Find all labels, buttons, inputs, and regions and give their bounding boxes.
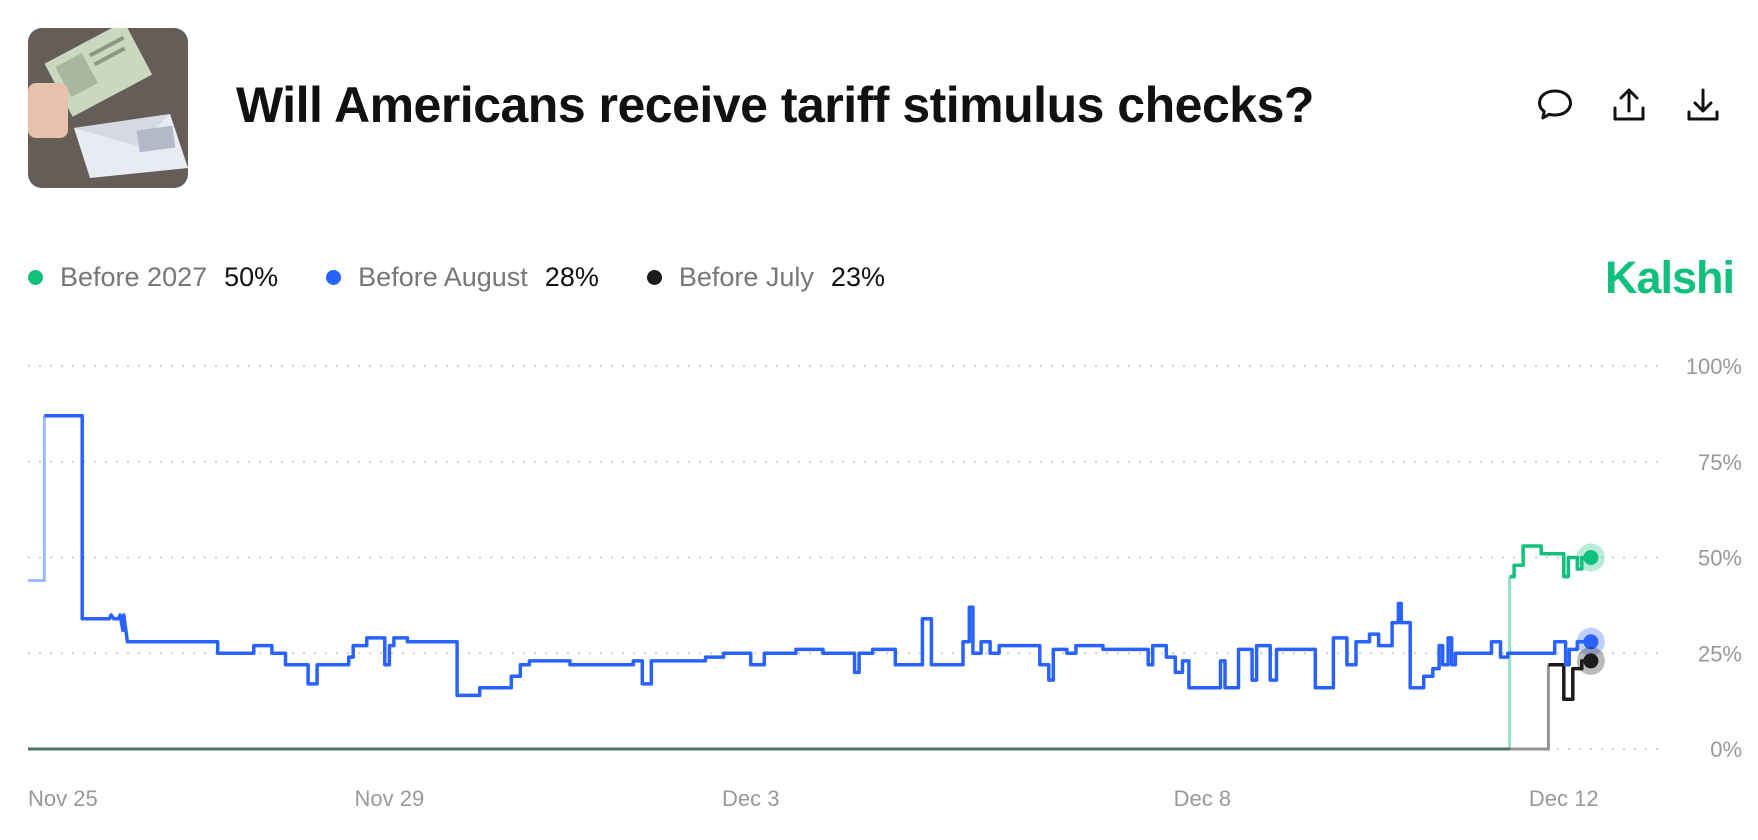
chart-legend: Before 2027 50% Before August 28% Before… (28, 262, 933, 293)
legend-dot (326, 270, 342, 285)
legend-dot (28, 270, 43, 285)
legend-value: 50% (224, 262, 279, 292)
comment-button[interactable] (1536, 86, 1574, 124)
x-tick-label: Dec 8 (1174, 786, 1231, 811)
download-icon (1687, 88, 1719, 121)
header-actions (1536, 86, 1722, 124)
download-button[interactable] (1684, 86, 1722, 124)
legend-item-before-2027[interactable]: Before 2027 50% (28, 262, 278, 293)
stimulus-check-envelope-photo-icon (28, 28, 188, 188)
series-line-before-july-lead (28, 664, 1550, 751)
legend-name: Before 2027 (60, 262, 208, 292)
legend-name: Before July (678, 262, 814, 292)
x-tick-label: Nov 29 (354, 786, 424, 811)
series-end-point-before-july[interactable] (1583, 653, 1599, 669)
y-tick-label: 25% (1698, 641, 1742, 666)
y-tick-label: 0% (1710, 737, 1742, 762)
legend-value: 28% (544, 262, 599, 292)
x-axis-ticks: Nov 25 Nov 29 Dec 3 Dec 8 Dec 12 (28, 786, 1599, 811)
x-tick-label: Dec 12 (1529, 786, 1599, 811)
page-title: Will Americans receive tariff stimulus c… (236, 77, 1314, 133)
y-tick-label: 50% (1698, 546, 1742, 571)
legend-item-before-july[interactable]: Before July 23% (646, 262, 885, 293)
kalshi-logo: Kalshi (1604, 252, 1735, 303)
legend-value: 23% (830, 262, 885, 292)
legend-name: Before August (358, 262, 528, 292)
chart-grid (28, 365, 1665, 750)
share-button[interactable] (1610, 86, 1648, 124)
x-tick-label: Nov 25 (28, 786, 98, 811)
x-tick-label: Dec 3 (722, 786, 779, 811)
y-axis-ticks: 0% 25% 50% 75% 100% (1686, 354, 1742, 762)
legend-item-before-august[interactable]: Before August 28% (326, 262, 599, 293)
series-line-before-july[interactable] (1548, 659, 1591, 701)
series-line-before-2027[interactable] (1509, 544, 1591, 579)
series-line-before-2027-lead (28, 576, 1512, 751)
comment-icon (1538, 89, 1572, 120)
series-line-before-august[interactable] (44, 414, 1591, 698)
series-end-point-before-2027[interactable] (1583, 550, 1599, 565)
share-icon (1613, 88, 1645, 121)
y-tick-label: 75% (1698, 450, 1742, 475)
y-tick-label: 100% (1686, 354, 1742, 379)
legend-dot (646, 270, 662, 285)
series-end-point-before-august[interactable] (1583, 634, 1599, 650)
series-line-before-august-lead (28, 415, 46, 582)
market-thumbnail (28, 28, 188, 188)
chart-series (28, 414, 1605, 751)
